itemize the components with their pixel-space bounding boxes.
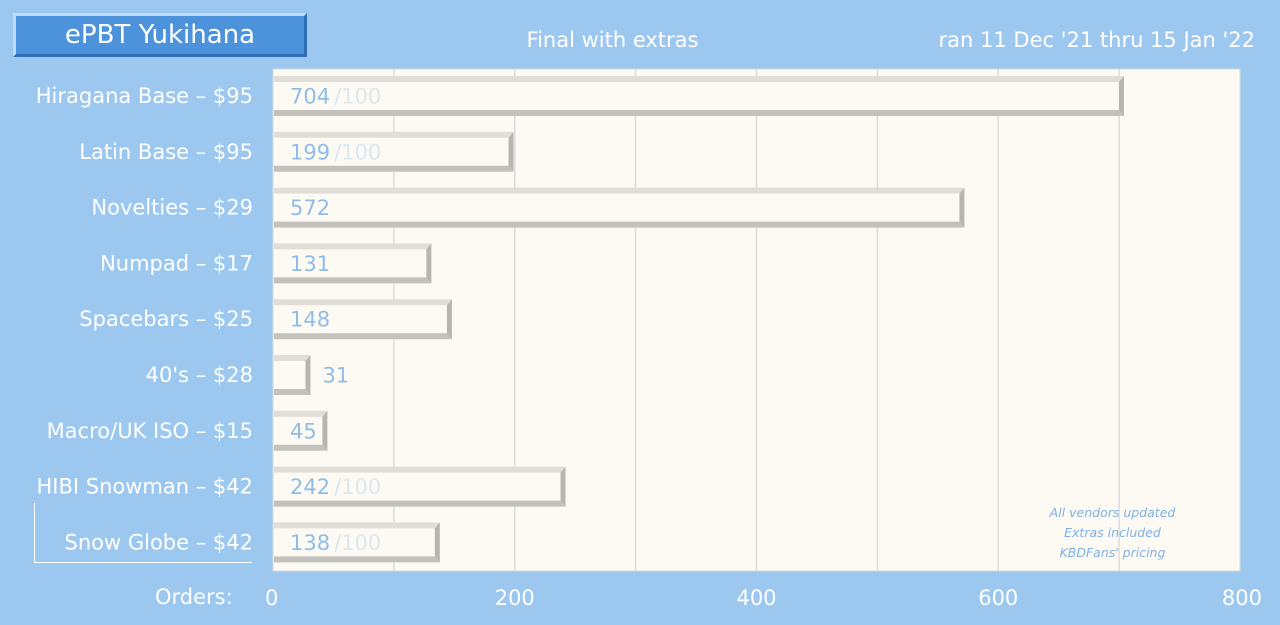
bar-value-label: 131: [290, 252, 330, 276]
bar-top-bevel: [274, 522, 440, 529]
bar-bottom-bevel: [274, 556, 440, 563]
category-label: Spacebars – $25: [79, 307, 253, 331]
chart-notes: All vendors updated Extras included KBDF…: [1030, 503, 1195, 563]
bar-right-bevel: [322, 410, 328, 451]
x-tick-label: 400: [736, 586, 776, 610]
bar: [274, 355, 311, 395]
bar-value-label: 138/100: [290, 531, 381, 555]
bar-bottom-bevel: [274, 389, 311, 395]
bar-top-bevel: [274, 243, 432, 250]
bar-value-label: 572: [290, 196, 330, 220]
x-tick-label: 600: [978, 586, 1018, 610]
category-label: Numpad – $17: [100, 251, 253, 275]
note-line: All vendors updated: [1049, 505, 1176, 520]
bar-value: 138: [290, 531, 330, 555]
bar: [274, 299, 452, 340]
bar: [274, 131, 514, 172]
moq-label: /100: [334, 85, 381, 109]
bar-bottom-bevel: [274, 221, 965, 228]
bar-value: 572: [290, 196, 330, 220]
snowman-bundle-bracket: [34, 503, 252, 563]
bar-right-bevel: [446, 299, 452, 340]
bar-bottom-bevel: [274, 165, 514, 172]
bar: [274, 187, 965, 228]
bar-group: 242/100: [274, 466, 566, 507]
bar-value-label: 148: [290, 308, 330, 332]
category-label: HIBI Snowman – $42: [37, 475, 254, 499]
category-label: Hiragana Base – $95: [36, 84, 253, 108]
bar: [274, 466, 566, 507]
bar-top-bevel: [274, 299, 452, 306]
bar-group: 131: [274, 243, 432, 284]
bar-top-bevel: [274, 466, 566, 473]
bar-value-label: 45: [290, 419, 317, 443]
bar-value: 148: [290, 308, 330, 332]
category-label: Latin Base – $95: [79, 140, 253, 164]
category-labels: Hiragana Base – $95 Latin Base – $95 Novel…: [36, 84, 253, 554]
chart-title: ePBT Yukihana: [13, 13, 307, 57]
category-label: Novelties – $29: [91, 196, 253, 220]
bar-right-bevel: [426, 243, 432, 284]
bar-top-bevel: [274, 410, 328, 417]
bar-top-bevel: [274, 76, 1124, 82]
bar-value: 131: [290, 252, 330, 276]
bar-value: 704: [290, 85, 330, 109]
bar-bottom-bevel: [274, 277, 432, 284]
bar-value-label: 31: [322, 364, 349, 388]
bar: [274, 243, 432, 284]
bar-group: 704/100: [274, 76, 1124, 116]
chart-subtitle: Final with extras: [526, 28, 699, 52]
bar-group: 45: [274, 410, 328, 451]
bar-right-bevel: [508, 131, 514, 172]
bar: [274, 522, 440, 563]
x-tick-labels: 0 200 400 600 800: [265, 586, 1262, 610]
bar: [274, 410, 328, 451]
x-tick-label: 0: [265, 586, 278, 610]
bar: [274, 76, 1124, 116]
bar-value: 45: [290, 419, 317, 443]
bar-value: 199: [290, 140, 330, 164]
bar-top-bevel: [274, 131, 514, 138]
bar-value-label: 704/100: [290, 85, 381, 109]
bar-right-bevel: [1118, 76, 1124, 116]
category-label: Snow Globe – $42: [65, 530, 253, 554]
bar-top-bevel: [274, 187, 965, 194]
bar-bottom-bevel: [274, 333, 452, 340]
category-label: 40's – $28: [146, 363, 253, 387]
note-line: Extras included: [1064, 525, 1161, 540]
bar-top-bevel: [274, 355, 311, 361]
bar-right-bevel: [959, 187, 965, 228]
moq-label: /100: [334, 475, 381, 499]
bar-right-bevel: [305, 355, 311, 395]
bar-value-label: 242/100: [290, 475, 381, 499]
bar-group: 31: [274, 355, 349, 395]
bar-group: 572: [274, 187, 965, 228]
moq-label: /100: [334, 140, 381, 164]
bar-bottom-bevel: [274, 500, 566, 507]
bar-group: 199/100: [274, 131, 514, 172]
moq-label: /100: [334, 531, 381, 555]
date-range: ran 11 Dec '21 thru 15 Jan '22: [938, 28, 1255, 52]
bar-value-label: 199/100: [290, 140, 381, 164]
bar-bottom-bevel: [274, 444, 328, 451]
bar-right-bevel: [434, 522, 440, 563]
x-axis-label: Orders:: [155, 585, 233, 609]
bar-group: 138/100: [274, 522, 440, 563]
bar-right-bevel: [560, 466, 566, 507]
x-tick-label: 200: [495, 586, 535, 610]
bar-bottom-bevel: [274, 110, 1124, 116]
x-tick-label: 800: [1222, 586, 1262, 610]
bar-value: 31: [322, 364, 349, 388]
note-line: KBDFans' pricing: [1059, 545, 1166, 560]
bar-group: 148: [274, 299, 452, 340]
category-label: Macro/UK ISO – $15: [47, 419, 253, 443]
bar-value: 242: [290, 475, 330, 499]
bars: 704/100199/1005721311483145242/100138/10…: [274, 76, 1124, 563]
